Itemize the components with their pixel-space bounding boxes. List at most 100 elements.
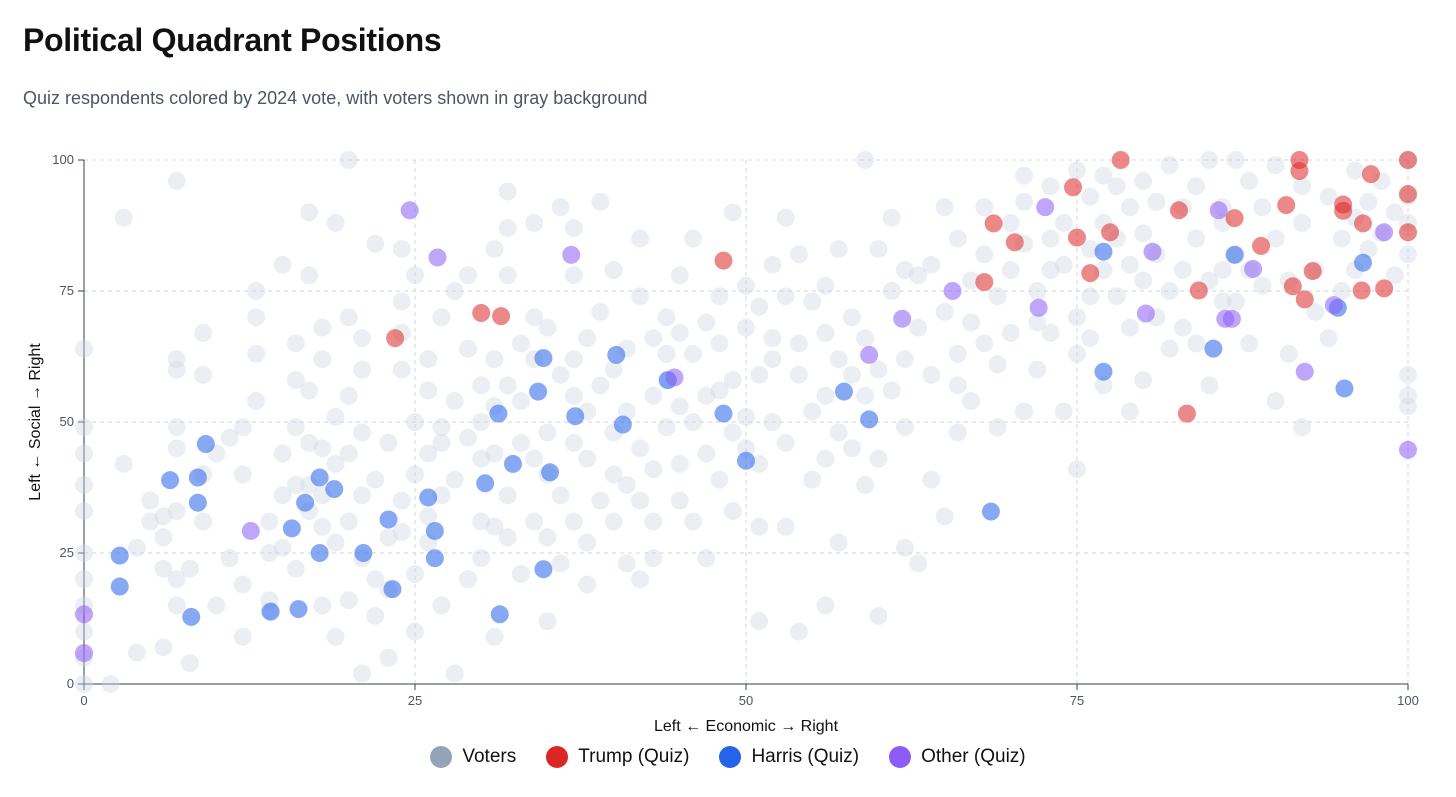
voters-point [472,449,491,468]
voters-point [154,638,173,657]
chart-subtitle: Quiz respondents colored by 2024 vote, w… [23,88,648,108]
voters-point [657,344,676,363]
trump-quiz-point [1169,201,1188,220]
voters-point [909,554,928,573]
y-tick-label: 25 [60,545,74,560]
voters-point [604,512,623,531]
voters-point [684,344,703,363]
voters-point [750,517,769,536]
voters-point [353,423,372,442]
voters-point [220,549,239,568]
other-quiz-point [1295,362,1314,381]
voters-point [458,428,477,447]
harris-quiz-point [354,544,373,562]
voters-point [631,229,650,248]
legend-item-harris-quiz: Harris (Quiz) [719,746,859,768]
voters-point [551,365,570,384]
voters-point [869,360,888,379]
voters-point [816,596,835,615]
harris-quiz-point [261,602,280,621]
trump-quiz-point [1283,277,1302,296]
voters-point [856,475,875,494]
voters-point [829,423,848,442]
voters-point [75,675,93,693]
harris-quiz-point [425,549,444,568]
other-quiz-point [1143,242,1162,261]
voters-point [167,171,186,190]
voters-point [1068,308,1086,327]
voters-point [869,449,888,468]
voters-point [1015,402,1034,421]
voters-point [75,444,93,463]
voters-point [498,219,517,238]
voters-point [737,407,755,426]
voters-point [750,365,769,384]
x-tick-label: 75 [1070,693,1084,708]
trump-quiz-point [472,304,491,323]
harris-quiz-point [503,454,522,473]
voters-point [326,454,345,473]
other-quiz-point [75,605,93,624]
voters-point [1054,255,1073,274]
voters-point [458,266,477,285]
voters-point [511,392,530,411]
voters-point [339,308,358,327]
voters-point [392,240,411,259]
voters-point [644,386,663,405]
voters-point [406,266,424,285]
voters-point [895,261,914,280]
x-tick-label: 0 [80,693,87,708]
voters-point [538,612,557,631]
voters-point [829,240,848,259]
voters-point [1028,313,1047,332]
harris-quiz-point [607,345,626,364]
voters-point [644,460,663,479]
x-tick-label: 100 [1397,693,1419,708]
voters-point [670,491,689,510]
harris-quiz-point [182,607,201,626]
voters-point [975,334,994,353]
voters-point [1001,261,1020,280]
voters-point [286,418,305,437]
voters-point [392,292,411,311]
voters-point [1346,161,1365,180]
trump-quiz-point [1064,178,1083,197]
voters-point [948,376,967,395]
voters-point [617,554,636,573]
voters-point [207,596,226,615]
voters-point [313,517,332,536]
voters-point [233,575,252,594]
axes: 0 25 50 75 100 0 25 50 75 100 [52,152,1419,708]
voters-point [247,282,266,300]
voters-point [922,255,941,274]
voters-point [233,465,252,484]
voters-point [286,475,305,494]
voters-point [260,512,279,531]
other-quiz-point [1324,296,1343,315]
voters-point [948,229,967,248]
harris-quiz-point [1335,379,1354,398]
harris-quiz-point [188,493,207,512]
voters-point [1279,344,1298,363]
chart-title: Political Quadrant Positions [23,22,442,58]
voters-point [233,627,252,646]
other-quiz-point [1136,304,1155,323]
trump-quiz-point [1189,281,1208,300]
voters-point [1266,392,1285,411]
voters-point [962,271,981,290]
harris-quiz-point [1094,362,1113,381]
voters-point [1120,255,1139,274]
scatter-plot: 0 25 50 75 100 0 25 50 75 100 Left ← Economic → R… [27,151,1419,735]
voters-point [882,282,901,300]
voters-point [723,502,742,521]
voters-point [763,350,782,369]
voters-point [1081,287,1100,306]
harris-quiz-point [476,474,495,493]
voters-point [948,423,967,442]
voters-point [948,344,967,363]
voters-point [631,287,650,306]
voters-point [154,528,173,547]
voters-point [313,596,332,615]
voters-point [564,386,583,405]
voters-point [1226,292,1245,311]
